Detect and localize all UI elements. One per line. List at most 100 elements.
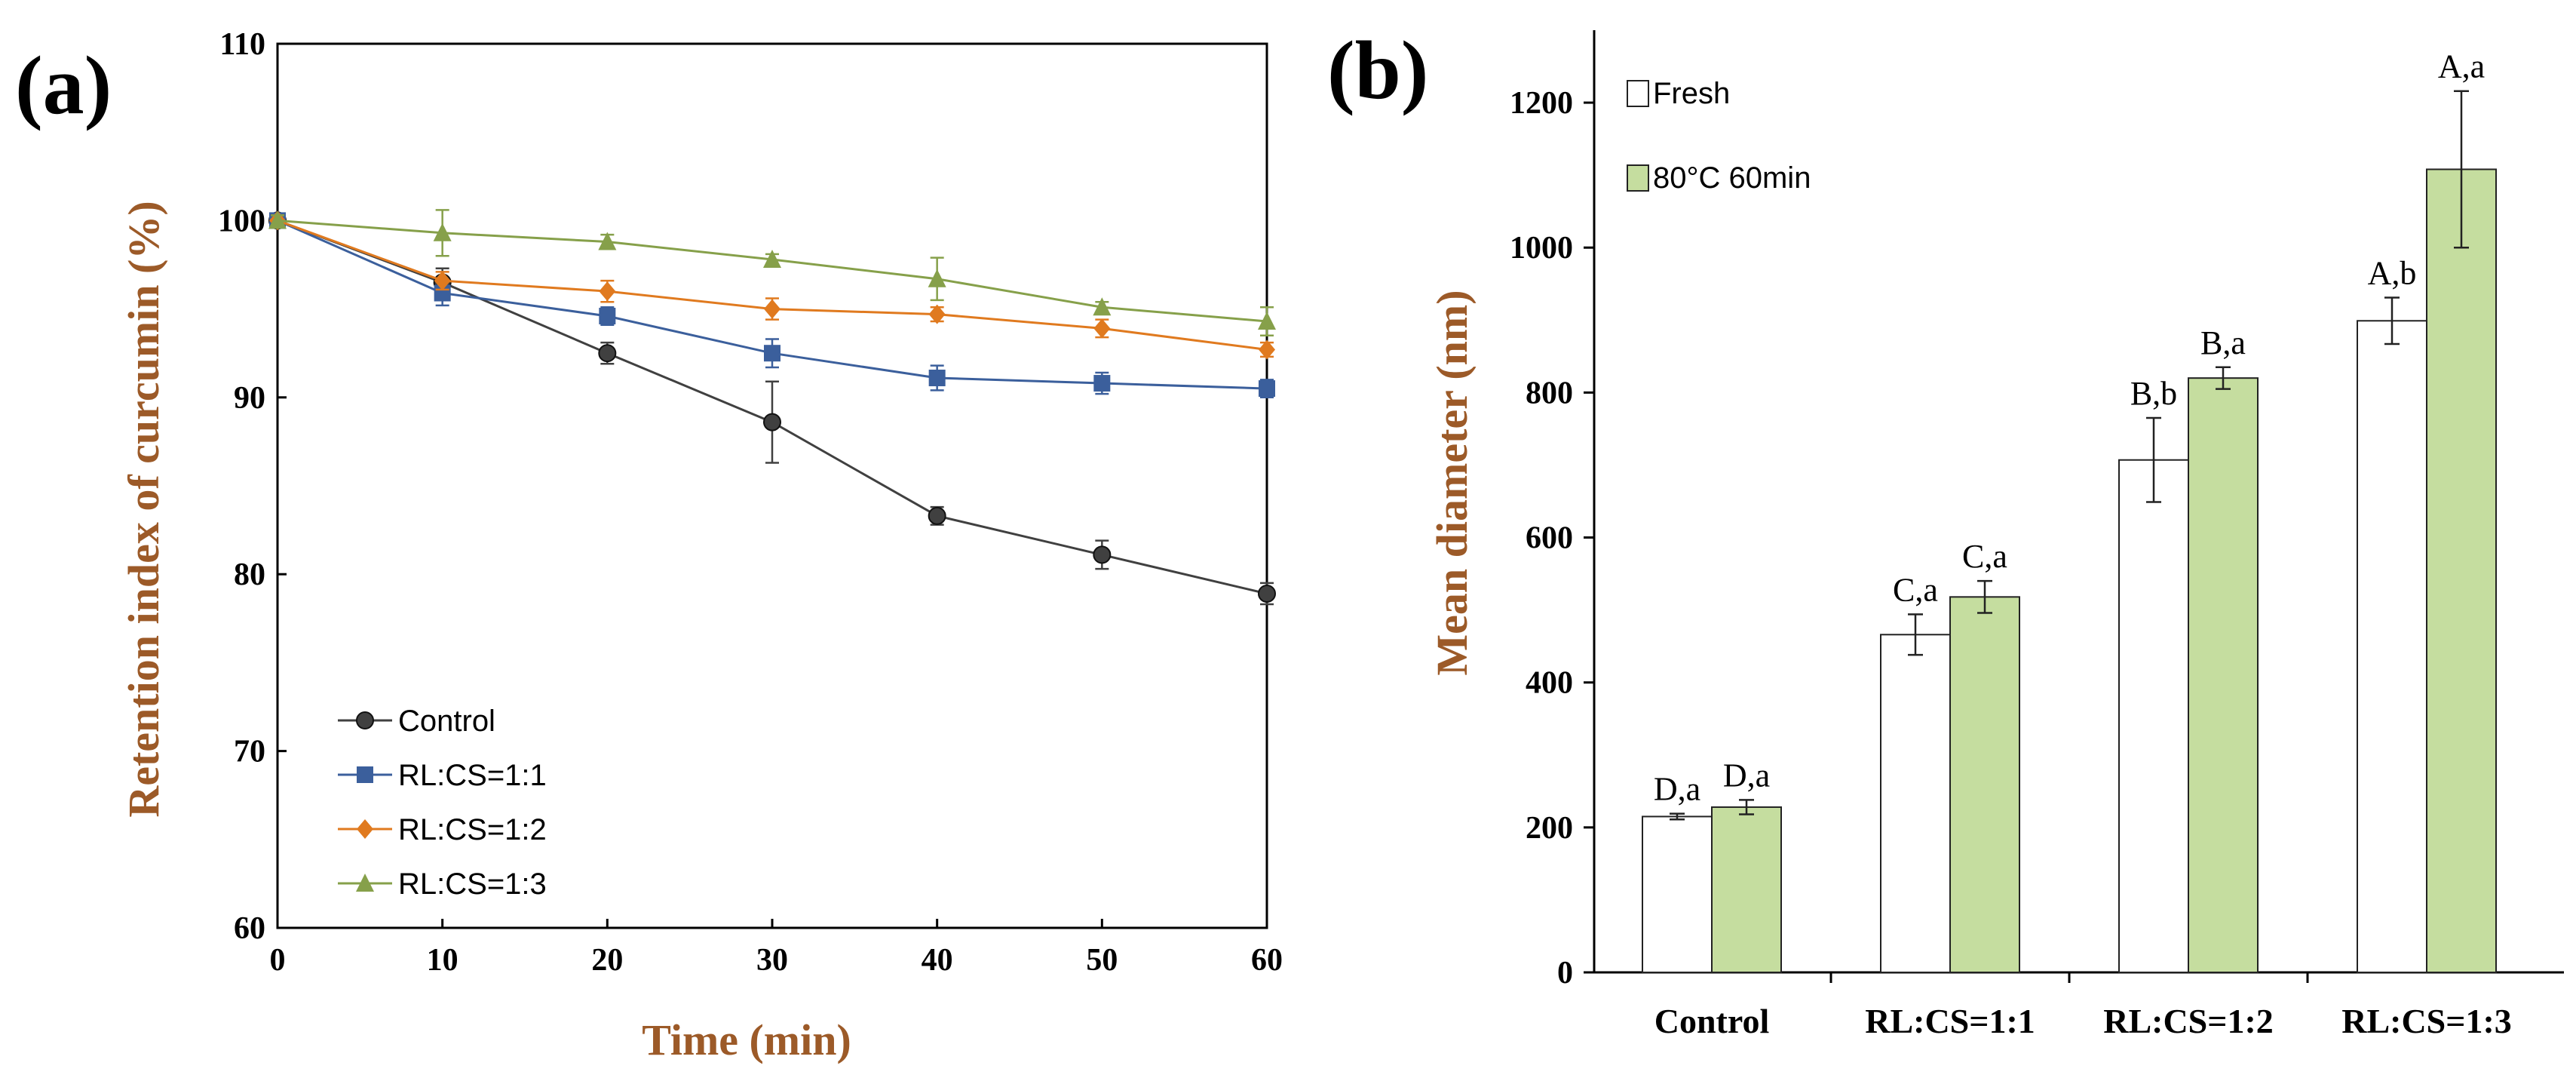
- data-point: [928, 370, 946, 387]
- bar-data-label: A,a: [2438, 48, 2485, 85]
- data-point: [268, 210, 287, 229]
- data-point: [763, 413, 781, 431]
- bar-data-label: A,b: [2368, 255, 2417, 292]
- y-tick-label: 800: [1526, 376, 1573, 410]
- legend-entry: 80°C 60min: [1627, 161, 1811, 195]
- panel-b-y-axis-title: Mean diameter (nm): [1428, 290, 1477, 675]
- legend-marker: [356, 711, 374, 729]
- y-tick-label: 1000: [1510, 231, 1573, 266]
- data-point: [1093, 545, 1112, 564]
- panel-a-line-chart: (a) Retention index of curcumin (%) Time…: [15, 27, 1283, 1064]
- data-point: [1093, 318, 1111, 339]
- bar: [2188, 377, 2259, 973]
- bar-data-label: C,a: [1962, 538, 2007, 575]
- legend-entry: Control: [338, 705, 495, 738]
- legend-label: RL:CS=1:2: [398, 813, 547, 846]
- bar: [1949, 596, 2020, 973]
- legend-marker: [357, 766, 373, 783]
- data-point: [928, 506, 946, 525]
- bar: [2426, 168, 2497, 974]
- y-tick-label: 110: [219, 27, 265, 62]
- legend-entry: RL:CS=1:1: [338, 759, 547, 792]
- y-tick-label: 400: [1526, 666, 1573, 701]
- bar: [2118, 459, 2189, 973]
- data-point: [1258, 312, 1276, 330]
- data-point: [764, 345, 780, 362]
- y-tick-label: 70: [234, 735, 265, 769]
- panel-a-plot-frame: [276, 42, 1268, 929]
- y-tick-label: 100: [218, 204, 265, 238]
- legend-label: RL:CS=1:1: [398, 759, 547, 792]
- y-tick-label: 200: [1526, 811, 1573, 846]
- legend-label: Fresh: [1653, 77, 1730, 110]
- data-point: [598, 344, 617, 363]
- category-label: RL:CS=1:3: [2341, 1002, 2512, 1040]
- x-tick-label: 50: [1086, 943, 1118, 978]
- data-point: [928, 269, 946, 287]
- panel-a-x-axis-title: Time (min): [642, 1015, 851, 1064]
- data-point: [1093, 375, 1111, 392]
- data-point: [1093, 297, 1112, 316]
- y-tick-label: 80: [234, 557, 265, 592]
- x-tick-label: 20: [591, 943, 623, 978]
- category-label: RL:CS=1:2: [2103, 1002, 2274, 1040]
- data-point: [598, 232, 617, 250]
- bar-group-item: C,a: [1949, 538, 2020, 973]
- x-tick-label: 0: [270, 943, 286, 978]
- bar-group-item: A,b: [2357, 255, 2427, 974]
- bar-group-item: C,a: [1880, 571, 1951, 974]
- bar-group-item: D,a: [1642, 771, 1713, 973]
- panel-a-y-axis-title: Retention index of curcumin (%): [119, 201, 168, 817]
- legend-label: RL:CS=1:3: [398, 868, 547, 901]
- legend-marker: [357, 819, 373, 839]
- legend-entry: RL:CS=1:3: [338, 868, 547, 901]
- data-point: [764, 299, 780, 319]
- legend-swatch: [1627, 164, 1649, 192]
- legend-entry: Fresh: [1627, 77, 1730, 110]
- data-point: [1259, 339, 1275, 360]
- legend-label: Control: [398, 705, 495, 738]
- series-rl-cs-1-2: [269, 210, 1275, 360]
- category-label: RL:CS=1:1: [1865, 1002, 2035, 1040]
- data-point: [599, 307, 616, 324]
- legend-label: 80°C 60min: [1653, 161, 1811, 195]
- data-point: [763, 249, 781, 268]
- category-label: Control: [1654, 1002, 1770, 1040]
- data-point: [434, 271, 451, 291]
- legend-swatch: [1627, 80, 1649, 107]
- bar-data-label: B,b: [2130, 375, 2177, 412]
- y-tick-label: 0: [1557, 956, 1573, 990]
- data-point: [599, 281, 616, 302]
- bar-data-label: D,a: [1654, 771, 1700, 808]
- legend-entry: RL:CS=1:2: [338, 813, 547, 846]
- bar-data-label: C,a: [1893, 571, 1938, 608]
- x-tick-label: 30: [756, 943, 788, 978]
- y-tick-label: 90: [234, 381, 265, 416]
- bar-group-item: A,a: [2426, 48, 2497, 974]
- bar-data-label: D,a: [1723, 757, 1770, 794]
- x-tick-label: 10: [427, 943, 458, 978]
- bar: [1642, 815, 1713, 973]
- y-tick-label: 60: [234, 911, 265, 946]
- panel-b-bar-chart: (b) Mean diameter (nm) 0 200 400 600 800 1000…: [1327, 24, 2564, 1040]
- data-point: [1259, 380, 1275, 398]
- panel-b-label: (b): [1327, 24, 1428, 116]
- data-point: [1258, 584, 1276, 603]
- data-point: [433, 223, 452, 241]
- y-tick-label: 600: [1526, 521, 1573, 556]
- y-tick-label: 1200: [1510, 86, 1573, 121]
- bar-data-label: B,a: [2200, 324, 2246, 361]
- bar-group-item: D,a: [1711, 757, 1782, 973]
- panel-a-label: (a): [15, 39, 112, 131]
- series-rl-cs-1-3: [268, 209, 1276, 337]
- bar-group-item: B,b: [2118, 375, 2189, 973]
- x-tick-label: 60: [1251, 943, 1283, 978]
- x-tick-label: 40: [922, 943, 953, 978]
- legend-marker: [356, 874, 374, 892]
- bar-group-item: B,a: [2188, 324, 2259, 973]
- bar: [1711, 806, 1782, 973]
- bar: [1880, 634, 1951, 974]
- series-control: [268, 211, 1276, 606]
- bar: [2357, 320, 2427, 974]
